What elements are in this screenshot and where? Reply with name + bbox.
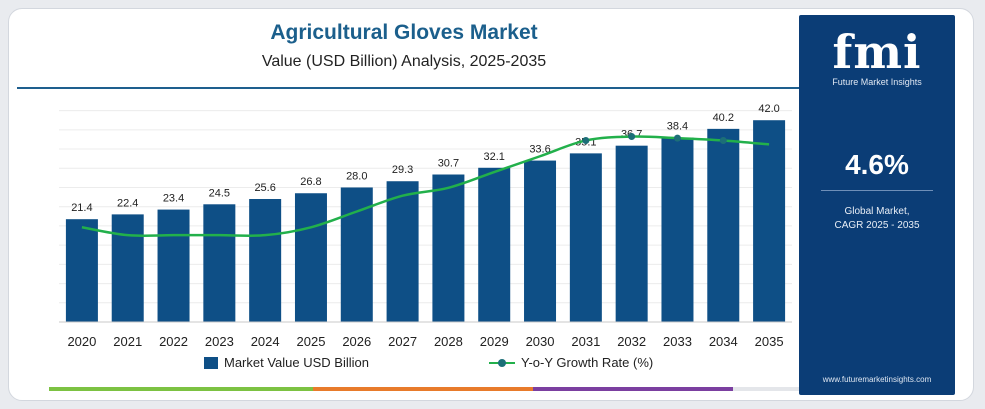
growth-rate-line — [81, 135, 770, 238]
bar-2033 — [661, 137, 694, 322]
x-tick-2027: 2027 — [388, 334, 417, 349]
strip-segment-orange — [313, 387, 533, 391]
x-tick-2021: 2021 — [113, 334, 142, 349]
legend-line-label: Y-o-Y Growth Rate (%) — [521, 355, 654, 370]
bar-2032 — [615, 145, 648, 322]
cagr-label-line2: CAGR 2025 - 2035 — [834, 220, 920, 231]
legend-item-market-value: Market Value USD Billion — [204, 355, 369, 370]
title-divider — [17, 87, 799, 89]
bar-2028 — [432, 174, 465, 322]
bar-2026 — [340, 187, 373, 322]
bar-2020 — [65, 219, 98, 322]
website: www.futuremarketinsights.com — [822, 375, 932, 384]
bar-2029 — [478, 167, 511, 322]
cagr-panel: fmi Future Market Insights 4.6% Global M… — [799, 15, 955, 395]
data-label-2025: 26.8 — [300, 176, 321, 188]
bar-2034 — [707, 128, 740, 322]
strip-segment-grey — [733, 387, 799, 391]
legend: Market Value USD Billion Y-o-Y Growth Ra… — [9, 355, 799, 375]
data-label-2022: 23.4 — [163, 193, 184, 205]
chart-card: Agricultural Gloves Market Value (USD Bi… — [8, 8, 974, 401]
growth-line — [81, 133, 770, 238]
bar-2027 — [386, 181, 419, 322]
cagr-label-line1: Global Market, — [844, 206, 910, 217]
x-tick-2025: 2025 — [297, 334, 326, 349]
legend-bar-label: Market Value USD Billion — [224, 355, 369, 370]
panel-divider — [821, 190, 933, 191]
bar-2023 — [203, 204, 236, 322]
data-label-2020: 21.4 — [71, 202, 92, 214]
x-tick-2020: 2020 — [67, 334, 96, 349]
data-label-2023: 24.5 — [209, 187, 230, 199]
x-tick-2028: 2028 — [434, 334, 463, 349]
cagr-label: Global Market, CAGR 2025 - 2035 — [799, 205, 955, 233]
logo-subtitle: Future Market Insights — [832, 77, 922, 87]
data-label-2027: 29.3 — [392, 164, 413, 176]
bar-2035 — [753, 120, 786, 322]
data-label-2033: 38.4 — [667, 121, 688, 133]
x-tick-2033: 2033 — [663, 334, 692, 349]
growth-point-2034 — [719, 136, 727, 144]
x-tick-2023: 2023 — [205, 334, 234, 349]
data-label-2026: 28.0 — [346, 170, 367, 182]
bar-line-chart: 21.4 22.4 23.4 24.5 25.6 26.8 28.0 29.3 30.7 32.1… — [59, 103, 792, 349]
data-label-2030: 33.6 — [529, 144, 550, 156]
bar-2025 — [294, 193, 327, 322]
x-tick-2029: 2029 — [480, 334, 509, 349]
data-label-2024: 25.6 — [254, 182, 275, 194]
strip-segment-green — [49, 387, 313, 391]
chart-title: Agricultural Gloves Market — [270, 21, 538, 44]
x-tick-2030: 2030 — [526, 334, 555, 349]
bar-2021 — [111, 214, 144, 322]
x-axis: 2020 2021 2022 2023 2024 2025 2026 2027 2028 2029… — [59, 321, 792, 349]
x-tick-2022: 2022 — [159, 334, 188, 349]
logo-text: fmi — [832, 25, 922, 79]
fmi-logo: fmi Future Market Insights — [799, 29, 955, 87]
legend-item-growth-rate: Y-o-Y Growth Rate (%) — [489, 355, 653, 370]
data-label-2029: 32.1 — [484, 151, 505, 163]
legend-bar-swatch — [204, 356, 218, 369]
bars — [65, 120, 786, 322]
x-tick-2031: 2031 — [571, 334, 600, 349]
bar-2022 — [157, 209, 190, 322]
data-label-2035: 42.0 — [758, 103, 779, 115]
x-tick-2032: 2032 — [617, 334, 646, 349]
x-tick-2034: 2034 — [709, 334, 738, 349]
data-label-2021: 22.4 — [117, 197, 138, 209]
bar-2030 — [524, 160, 557, 322]
legend-line-swatch — [489, 357, 515, 369]
growth-point-2031 — [582, 136, 590, 144]
growth-point-2032 — [628, 133, 636, 141]
bar-2024 — [249, 199, 282, 322]
cagr-value: 4.6% — [845, 149, 909, 180]
growth-point-2033 — [673, 134, 681, 142]
data-label-2028: 30.7 — [438, 158, 459, 170]
x-tick-2035: 2035 — [755, 334, 784, 349]
x-tick-2026: 2026 — [342, 334, 371, 349]
chart-subtitle: Value (USD Billion) Analysis, 2025-2035 — [261, 53, 547, 70]
strip-segment-purple — [533, 387, 733, 391]
color-strip — [49, 387, 799, 391]
data-label-2034: 40.2 — [713, 112, 734, 124]
x-tick-2024: 2024 — [251, 334, 280, 349]
bar-2031 — [569, 153, 602, 322]
